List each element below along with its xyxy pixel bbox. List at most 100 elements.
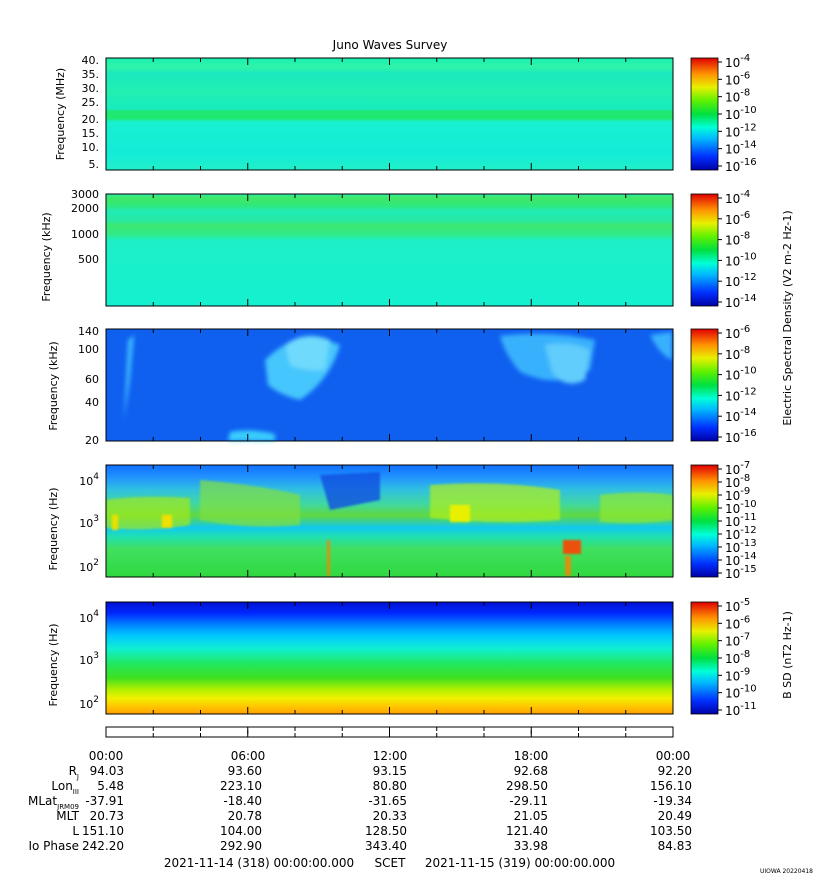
panel-4-colorbar <box>690 464 719 578</box>
panel-3-ytick: 60 <box>85 373 99 386</box>
time-tick-label: 00:00 <box>89 749 124 763</box>
panel-5-ytick: 104 <box>79 609 99 625</box>
time-tick-label: 18:00 <box>514 749 549 763</box>
panel-3-ytick: 40 <box>85 396 99 409</box>
panel-4: Frequency (Hz) 104 103 102 <box>47 464 719 578</box>
ephemeris-value: 20.73 <box>90 809 124 823</box>
ephemeris-value: 20.49 <box>658 809 692 823</box>
ephemeris-value: 223.10 <box>220 779 262 793</box>
panel-1-ytick: 10. <box>82 141 100 154</box>
panel-3-ytick: 20 <box>85 434 99 447</box>
ephemeris-value: 121.40 <box>506 824 548 838</box>
panel-1-ytick: 40. <box>82 54 100 67</box>
ephemeris-value: 298.50 <box>506 779 548 793</box>
colorbar-tick-label: 10-15 <box>725 564 757 581</box>
colorbar-tick-label: 10-8 <box>725 88 750 105</box>
panel-4-ylabel: Frequency (Hz) <box>47 488 60 571</box>
colorbar-tick-labels: 10-410-610-810-1010-1210-1410-1610-410-6… <box>718 53 757 718</box>
panel-1: Frequency (MHz) 40. 35. 30. 25. 20. 15. … <box>54 54 719 171</box>
colorbar-tick-label: 10-11 <box>725 701 757 718</box>
ephemeris-value: 80.80 <box>373 779 407 793</box>
panel-2-spectrogram <box>106 194 673 306</box>
panel-4-ytick: 103 <box>79 514 99 530</box>
panel-3-ytick: 100 <box>78 343 99 356</box>
panel-3-emission <box>124 332 672 441</box>
ephemeris-value: -29.11 <box>509 794 548 808</box>
scet-axis-name: SCET <box>375 856 407 870</box>
ephemeris-value: 20.33 <box>373 809 407 823</box>
panel-5-colorbar <box>690 601 719 715</box>
panel-5-ytick: 102 <box>79 695 99 711</box>
x-tick-marks <box>105 58 674 737</box>
ephemeris-value: 93.15 <box>373 764 407 778</box>
panel-1-ytick: 15. <box>82 127 100 140</box>
ephemeris-value: -19.34 <box>653 794 692 808</box>
colorbar-tick-label: 10-12 <box>725 122 757 139</box>
panel-4-spectrogram <box>106 465 673 577</box>
ephemeris-value: 242.20 <box>82 839 124 853</box>
colorbar-tick-label: 10-5 <box>725 597 750 614</box>
ephemeris-value: 33.98 <box>514 839 548 853</box>
ephemeris-value: -37.91 <box>85 794 124 808</box>
ephemeris-row-label: L <box>72 824 79 838</box>
panel-1-ytick: 35. <box>82 68 100 81</box>
colorbar-tick-label: 10-10 <box>725 105 757 122</box>
panel-2: Frequency (kHz) 3000 2000 1000 500 <box>40 188 719 307</box>
ephemeris-table: RJ 94.03 93.60 93.15 92.68 92.20 LonIII 5.48 223… <box>28 764 692 853</box>
colorbar-tick-label: 10-14 <box>725 293 757 310</box>
ephemeris-value: 343.40 <box>365 839 407 853</box>
panel-5-ylabel: Frequency (Hz) <box>47 624 60 707</box>
electric-colorbar-title: Electric Spectral Density (V2 m-2 Hz-1) <box>781 210 794 425</box>
colorbar-tick-label: 10-6 <box>725 210 750 227</box>
ephemeris-value: 21.05 <box>514 809 548 823</box>
panel-3: Frequency (kHz) 140 100 60 40 20 <box>47 325 719 447</box>
panel-3-ylabel: Frequency (kHz) <box>47 341 60 430</box>
ephemeris-value: 92.20 <box>658 764 692 778</box>
colorbar-tick-label: 10-14 <box>725 407 757 424</box>
panel-4-ytick: 102 <box>79 558 99 574</box>
ephemeris-row-label: RJ <box>69 764 79 781</box>
colorbar-tick-label: 10-6 <box>725 70 750 87</box>
panel-1-colorbar <box>690 57 719 171</box>
panel-1-ytick: 5. <box>89 158 100 171</box>
panel-5-ytick: 103 <box>79 651 99 667</box>
colorbar-tick-label: 10-8 <box>725 649 750 666</box>
ephemeris-row-label: Io Phase <box>28 839 79 853</box>
time-axis-strip <box>105 726 674 738</box>
panel-2-ytick: 500 <box>78 253 99 266</box>
colorbar-tick-label: 10-8 <box>725 231 750 248</box>
panel-2-ytick: 2000 <box>71 202 99 215</box>
ephemeris-value: 20.78 <box>228 809 262 823</box>
panel-3-colorbar <box>690 328 719 442</box>
ephemeris-value: 103.50 <box>650 824 692 838</box>
colorbar-tick-label: 10-10 <box>725 251 757 268</box>
colorbar-tick-label: 10-4 <box>725 189 750 206</box>
ephemeris-value: -18.40 <box>223 794 262 808</box>
magnetic-colorbar-title: B SD (nT2 Hz-1) <box>781 611 794 699</box>
colorbar-tick-label: 10-7 <box>725 632 750 649</box>
scet-start-label: 2021-11-14 (318) 00:00:00.000 <box>164 856 354 870</box>
colorbar-tick-label: 10-6 <box>725 324 750 341</box>
colorbar-tick-label: 10-14 <box>725 140 757 157</box>
panel-4-emission <box>106 472 673 576</box>
ephemeris-value: 84.83 <box>658 839 692 853</box>
ephemeris-value: 156.10 <box>650 779 692 793</box>
panel-5-spectrogram <box>106 602 673 714</box>
ephemeris-value: -31.65 <box>368 794 407 808</box>
scet-end-label: 2021-11-15 (319) 00:00:00.000 <box>425 856 615 870</box>
panel-1-ytick: 30. <box>82 82 100 95</box>
panel-4-ytick: 104 <box>79 472 99 488</box>
ephemeris-value: 94.03 <box>90 764 124 778</box>
panel-1-ylabel: Frequency (MHz) <box>54 68 67 160</box>
ephemeris-value: 151.10 <box>82 824 124 838</box>
figure-title: Juno Waves Survey <box>332 38 448 52</box>
colorbar-tick-label: 10-12 <box>725 386 757 403</box>
ephemeris-value: 128.50 <box>365 824 407 838</box>
time-tick-label: 06:00 <box>231 749 266 763</box>
ephemeris-value: 292.90 <box>220 839 262 853</box>
ephemeris-value: 93.60 <box>228 764 262 778</box>
ephemeris-value: 5.48 <box>97 779 124 793</box>
ephemeris-value: 92.68 <box>514 764 548 778</box>
colorbar-tick-label: 10-9 <box>725 666 750 683</box>
